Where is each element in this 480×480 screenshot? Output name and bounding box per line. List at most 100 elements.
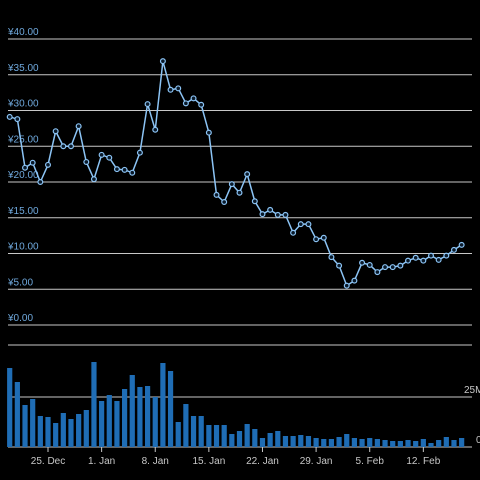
volume-bar xyxy=(451,440,457,447)
price-marker xyxy=(44,161,51,168)
volume-bar xyxy=(45,417,51,447)
volume-bar xyxy=(167,371,174,447)
price-marker xyxy=(343,282,350,289)
y-tick-label: ¥0.00 xyxy=(7,313,33,324)
volume-bar xyxy=(459,438,465,447)
volume-bar xyxy=(413,441,419,447)
volume-bar xyxy=(221,425,227,447)
volume-bar xyxy=(160,363,166,447)
price-marker xyxy=(106,154,113,161)
volume-bar xyxy=(229,434,235,447)
volume-bar xyxy=(53,423,59,447)
price-marker xyxy=(290,229,297,236)
price-marker xyxy=(336,262,343,269)
price-marker xyxy=(366,261,373,268)
price-marker xyxy=(113,166,120,173)
price-marker xyxy=(182,100,189,107)
volume-bar xyxy=(37,416,43,447)
volume-bar xyxy=(22,405,28,447)
volume-bar xyxy=(213,425,220,447)
price-marker xyxy=(389,264,396,271)
volume-bar xyxy=(305,436,312,447)
volume-bar xyxy=(298,435,304,447)
price-marker xyxy=(458,241,465,248)
price-marker xyxy=(52,128,59,135)
price-marker xyxy=(159,58,166,65)
price-marker xyxy=(90,176,97,183)
volume-bar xyxy=(443,437,449,447)
volume-bar xyxy=(7,368,13,447)
price-marker xyxy=(22,164,29,171)
price-marker xyxy=(374,269,381,276)
volume-bar xyxy=(374,439,380,447)
volume-bar xyxy=(206,425,212,447)
volume-bar xyxy=(290,436,296,447)
volume-bar xyxy=(275,431,281,447)
price-marker xyxy=(251,198,258,205)
volume-bar xyxy=(420,439,426,447)
price-marker xyxy=(60,143,67,150)
volume-bar xyxy=(68,419,74,447)
price-marker xyxy=(267,206,274,213)
x-tick-label: 22. Jan xyxy=(246,456,279,467)
price-marker xyxy=(351,277,358,284)
y-tick-label: ¥25.00 xyxy=(7,134,39,145)
price-marker xyxy=(259,211,266,218)
volume-bar xyxy=(99,401,105,447)
volume-bar xyxy=(91,362,97,447)
y-tick-label: ¥15.00 xyxy=(7,206,39,217)
volume-bar xyxy=(198,416,204,447)
volume-bar xyxy=(351,438,357,447)
volume-bar xyxy=(14,382,20,447)
y2-tick-label: 25M xyxy=(464,385,480,396)
volume-bar xyxy=(175,422,181,447)
volume-bar xyxy=(259,438,266,447)
price-marker xyxy=(450,246,457,253)
price-marker xyxy=(213,191,220,198)
price-marker xyxy=(83,158,90,165)
volume-bar xyxy=(382,440,388,447)
volume-bar xyxy=(137,387,143,447)
volume-bar xyxy=(328,439,335,447)
y-tick-label: ¥35.00 xyxy=(7,63,39,74)
price-marker xyxy=(67,143,74,150)
volume-bar xyxy=(267,433,273,447)
y-tick-label: ¥40.00 xyxy=(7,27,39,38)
price-marker xyxy=(228,181,235,188)
volume-bar xyxy=(428,443,434,447)
volume-bar xyxy=(397,441,403,447)
x-tick-label: 1. Jan xyxy=(88,456,115,467)
price-marker xyxy=(6,113,13,120)
volume-bar xyxy=(390,441,396,447)
x-tick-label: 15. Jan xyxy=(192,456,225,467)
price-marker xyxy=(282,211,289,218)
volume-bar xyxy=(282,436,289,447)
volume-bar xyxy=(336,437,342,447)
volume-bar xyxy=(60,413,66,447)
price-marker xyxy=(313,236,320,243)
price-marker xyxy=(328,254,335,261)
volume-bar xyxy=(190,416,197,447)
price-marker xyxy=(420,257,427,264)
price-marker xyxy=(144,101,151,108)
volume-bar xyxy=(367,438,373,447)
x-tick-label: 29. Jan xyxy=(300,456,333,467)
price-marker xyxy=(221,199,228,206)
volume-bar xyxy=(244,424,250,447)
volume-bar xyxy=(252,429,258,447)
price-marker xyxy=(443,252,450,259)
price-marker xyxy=(297,221,304,228)
price-marker xyxy=(98,151,105,158)
price-marker xyxy=(382,264,389,271)
price-marker xyxy=(152,126,159,133)
volume-bar xyxy=(236,431,243,447)
price-marker xyxy=(359,259,366,266)
price-marker xyxy=(244,171,251,178)
x-tick-label: 8. Jan xyxy=(142,456,169,467)
price-marker xyxy=(175,85,182,92)
volume-bar xyxy=(30,399,36,447)
x-tick-label: 12. Feb xyxy=(406,456,440,467)
